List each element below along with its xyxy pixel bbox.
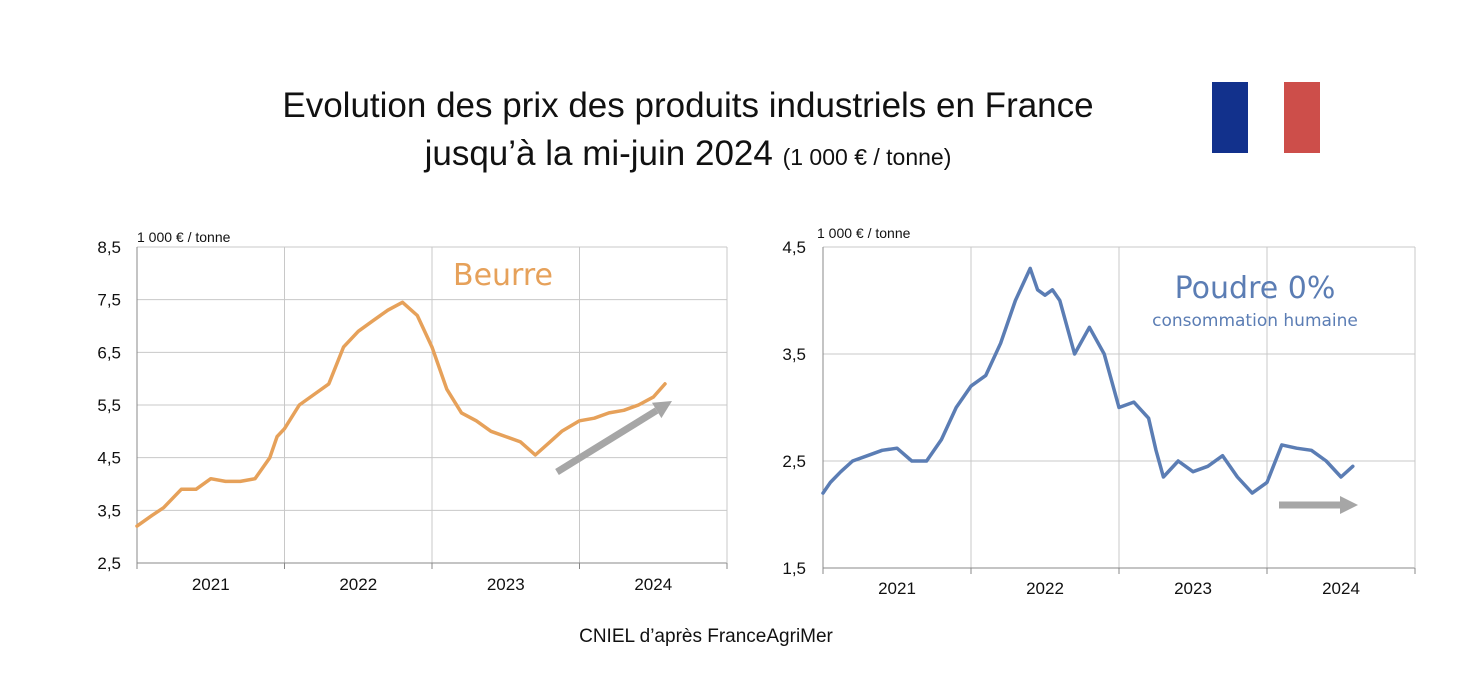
chart-title: Poudre 0% [1175,271,1336,306]
series-line [821,266,1355,495]
y-tick-label: 4,5 [782,238,806,257]
y-tick-label: 5,5 [97,396,121,415]
page-title: Evolution des prix des produits industri… [0,82,1376,181]
y-tick-label: 7,5 [97,291,121,310]
y-unit-label: 1 000 € / tonne [137,229,231,245]
x-tick-label: 2024 [1322,579,1360,598]
flag-white-band [1248,82,1284,153]
y-tick-label: 6,5 [97,343,121,362]
trend-arrow-icon [651,401,672,419]
chart-subtitle: consommation humaine [1152,311,1358,331]
title-unit: (1 000 € / tonne) [782,144,952,170]
title-line-2: jusqu’à la mi-juin 2024 (1 000 € / tonne… [0,130,1376,181]
x-tick-label: 2024 [634,575,672,594]
y-tick-label: 3,5 [782,345,806,364]
x-tick-label: 2021 [192,575,230,594]
x-tick-label: 2023 [1174,579,1212,598]
y-tick-label: 1,5 [782,559,806,578]
trend-arrow-shaft [555,407,659,475]
y-unit-label: 1 000 € / tonne [817,225,911,241]
x-tick-label: 2021 [878,579,916,598]
flag-blue-band [1212,82,1248,153]
x-tick-label: 2022 [1026,579,1064,598]
france-flag-icon [1212,82,1320,153]
x-tick-label: 2022 [339,575,377,594]
y-tick-label: 8,5 [97,238,121,257]
series-line [135,300,667,528]
y-tick-label: 2,5 [782,452,806,471]
x-tick-label: 2023 [487,575,525,594]
flag-red-band [1284,82,1320,153]
chart-title: Beurre [453,258,553,293]
y-tick-label: 2,5 [97,554,121,573]
y-tick-label: 4,5 [97,449,121,468]
source-note: CNIEL d’après FranceAgriMer [579,626,833,647]
y-tick-label: 3,5 [97,501,121,520]
title-line-1: Evolution des prix des produits industri… [282,86,1094,125]
title-line-2-text: jusqu’à la mi-juin 2024 [424,134,773,173]
trend-arrow-icon [1340,496,1358,514]
